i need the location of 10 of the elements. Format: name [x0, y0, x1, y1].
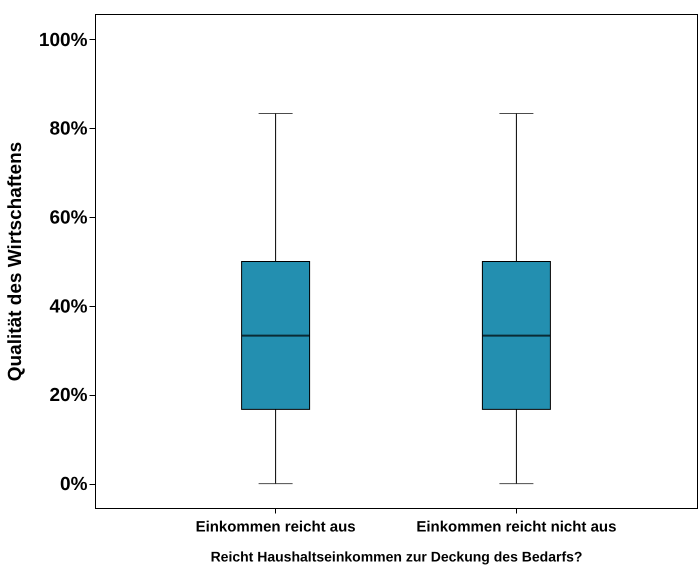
- x-tick-label: Einkommen reicht nicht aus: [416, 518, 616, 536]
- y-axis-title: Qualität des Wirtschaftens: [4, 142, 26, 382]
- y-tick-label: 20%: [49, 385, 88, 406]
- y-tick-label: 0%: [60, 474, 88, 496]
- y-tick-label: 100%: [38, 30, 88, 51]
- y-tick-label: 60%: [49, 208, 88, 229]
- x-axis-title: Reicht Haushaltseinkommen zur Deckung des Bedarfs?: [210, 548, 582, 564]
- x-tick-label: Einkommen reicht aus: [196, 518, 356, 536]
- y-tick-label: 80%: [49, 118, 88, 140]
- y-tick-label: 40%: [49, 296, 88, 318]
